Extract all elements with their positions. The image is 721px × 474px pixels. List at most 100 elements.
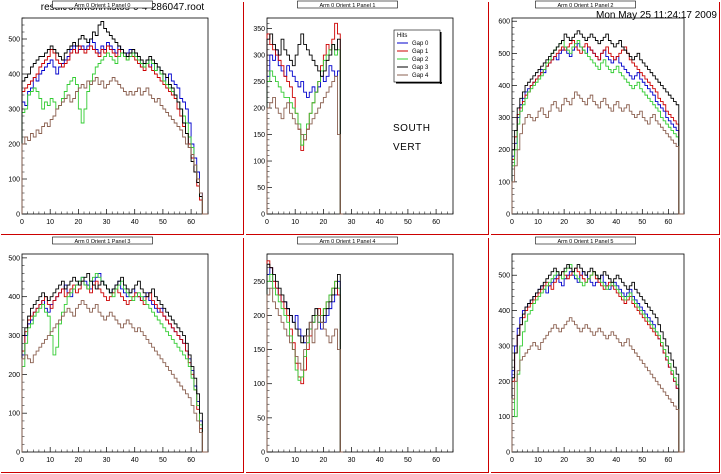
histogram-series-gap-4 <box>511 317 684 453</box>
y-tick-label: 0 <box>506 212 510 219</box>
x-tick-label: 10 <box>534 219 542 226</box>
y-tick-label: 400 <box>498 308 510 315</box>
histogram-series-gap-3 <box>511 30 684 215</box>
legend-title: Hits <box>397 33 407 39</box>
x-tick-label: 40 <box>376 219 384 226</box>
x-tick-label: 10 <box>291 219 299 226</box>
x-tick-label: 50 <box>404 457 412 464</box>
y-tick-label: 50 <box>257 415 265 422</box>
y-tick-label: 300 <box>498 343 510 350</box>
x-tick-label: 10 <box>46 457 54 464</box>
x-tick-label: 60 <box>432 457 440 464</box>
y-tick-label: 200 <box>253 106 265 113</box>
y-tick-label: 250 <box>253 79 265 86</box>
legend-shadow-right <box>440 32 442 84</box>
y-tick-label: 100 <box>498 179 510 186</box>
x-tick-label: 30 <box>348 457 356 464</box>
x-tick-label: 20 <box>560 219 568 226</box>
x-tick-label: 0 <box>265 457 269 464</box>
y-tick-label: 500 <box>498 273 510 280</box>
panel-title: Arm 0 Orient 1 Panel 2 <box>558 3 614 9</box>
panel-title: Arm 0 Orient 1 Panel 1 <box>320 3 376 9</box>
x-tick-label: 20 <box>319 457 327 464</box>
legend-entry-label: Gap 3 <box>412 65 429 71</box>
y-tick-label: 600 <box>498 19 510 26</box>
x-tick-label: 20 <box>319 219 327 226</box>
panel-title-box <box>535 236 636 245</box>
x-tick-label: 40 <box>612 219 620 226</box>
x-tick-label: 60 <box>432 219 440 226</box>
y-tick-label: 200 <box>498 147 510 154</box>
x-tick-label: 50 <box>404 219 412 226</box>
y-tick-label: 0 <box>261 450 265 457</box>
y-tick-label: 200 <box>8 142 20 149</box>
x-tick-label: 30 <box>103 219 111 226</box>
legend-entry-label: Gap 4 <box>412 73 429 79</box>
histogram-series-gap-3 <box>21 21 208 215</box>
x-tick-label: 20 <box>74 219 82 226</box>
histogram-series-gap-1 <box>21 280 208 453</box>
y-tick-label: 200 <box>253 313 265 320</box>
histogram-series-gap-3 <box>266 33 344 215</box>
histogram-series-gap-4 <box>21 77 208 215</box>
y-tick-label: 200 <box>498 379 510 386</box>
timestamp-label: Mon May 25 11:24:17 2009 <box>595 10 717 21</box>
legend-entry-label: Gap 2 <box>412 57 429 63</box>
y-tick-label: 500 <box>498 51 510 58</box>
histogram-series-gap-1 <box>21 45 208 215</box>
legend-shadow-bottom <box>396 82 442 84</box>
x-tick-label: 10 <box>291 457 299 464</box>
y-tick-label: 0 <box>16 212 20 219</box>
histogram-series-gap-0 <box>21 38 208 215</box>
x-tick-label: 10 <box>534 457 542 464</box>
y-tick-label: 0 <box>16 450 20 457</box>
y-tick-label: 100 <box>253 381 265 388</box>
y-tick-label: 500 <box>8 37 20 44</box>
y-tick-label: 400 <box>8 294 20 301</box>
panel-title-box <box>297 0 398 9</box>
y-tick-label: 500 <box>8 255 20 262</box>
x-tick-label: 60 <box>187 219 195 226</box>
y-tick-label: 300 <box>8 107 20 114</box>
y-tick-label: 100 <box>8 411 20 418</box>
x-tick-label: 10 <box>46 219 54 226</box>
x-tick-label: 60 <box>664 219 672 226</box>
panel-5: Arm 0 Orient 1 Panel 5 0 100 200 300 400 500 0 1… <box>491 236 720 473</box>
panel-title: Arm 0 Orient 1 Panel 5 <box>558 239 614 245</box>
x-tick-label: 30 <box>586 457 594 464</box>
histogram-series-gap-1 <box>511 267 684 453</box>
y-tick-label: 50 <box>257 185 265 192</box>
panel-title: Arm 0 Orient 1 Panel 4 <box>320 239 376 245</box>
panel-title-box <box>535 0 636 9</box>
x-tick-label: 0 <box>20 219 24 226</box>
histogram-series-gap-3 <box>266 263 344 453</box>
histogram-series-gap-0 <box>266 49 344 215</box>
histogram-series-gap-2 <box>21 272 208 453</box>
x-tick-label: 40 <box>131 219 139 226</box>
y-tick-label: 100 <box>498 414 510 421</box>
panel-title-box <box>52 0 153 9</box>
x-tick-label: 0 <box>265 219 269 226</box>
histogram-series-gap-2 <box>266 44 344 215</box>
x-tick-label: 30 <box>348 219 356 226</box>
side-label-south: SOUTH <box>393 123 431 134</box>
legend-entry-label: Gap 1 <box>412 49 429 55</box>
panel-3: Arm 0 Orient 1 Panel 3 0 100 200 300 400 500 0 1… <box>1 236 244 473</box>
y-tick-label: 0 <box>506 450 510 457</box>
y-tick-label: 100 <box>253 159 265 166</box>
panel-4: Arm 0 Orient 1 Panel 4 0 50 100 150 200 250 0 10… <box>246 236 489 473</box>
y-tick-label: 350 <box>253 26 265 33</box>
y-tick-label: 200 <box>8 372 20 379</box>
side-label-vert: VERT <box>393 142 422 153</box>
panel-1: Arm 0 Orient 1 Panel 1050100150200250300… <box>246 0 489 235</box>
y-tick-label: 150 <box>253 132 265 139</box>
histogram-series-gap-3 <box>511 264 684 453</box>
plot-frame <box>21 253 209 453</box>
x-tick-label: 50 <box>159 219 167 226</box>
histogram-series-gap-2 <box>511 40 684 215</box>
y-tick-label: 300 <box>253 53 265 60</box>
x-tick-label: 50 <box>638 219 646 226</box>
x-tick-label: 0 <box>20 457 24 464</box>
y-tick-label: 0 <box>261 212 265 219</box>
y-tick-label: 400 <box>8 72 20 79</box>
